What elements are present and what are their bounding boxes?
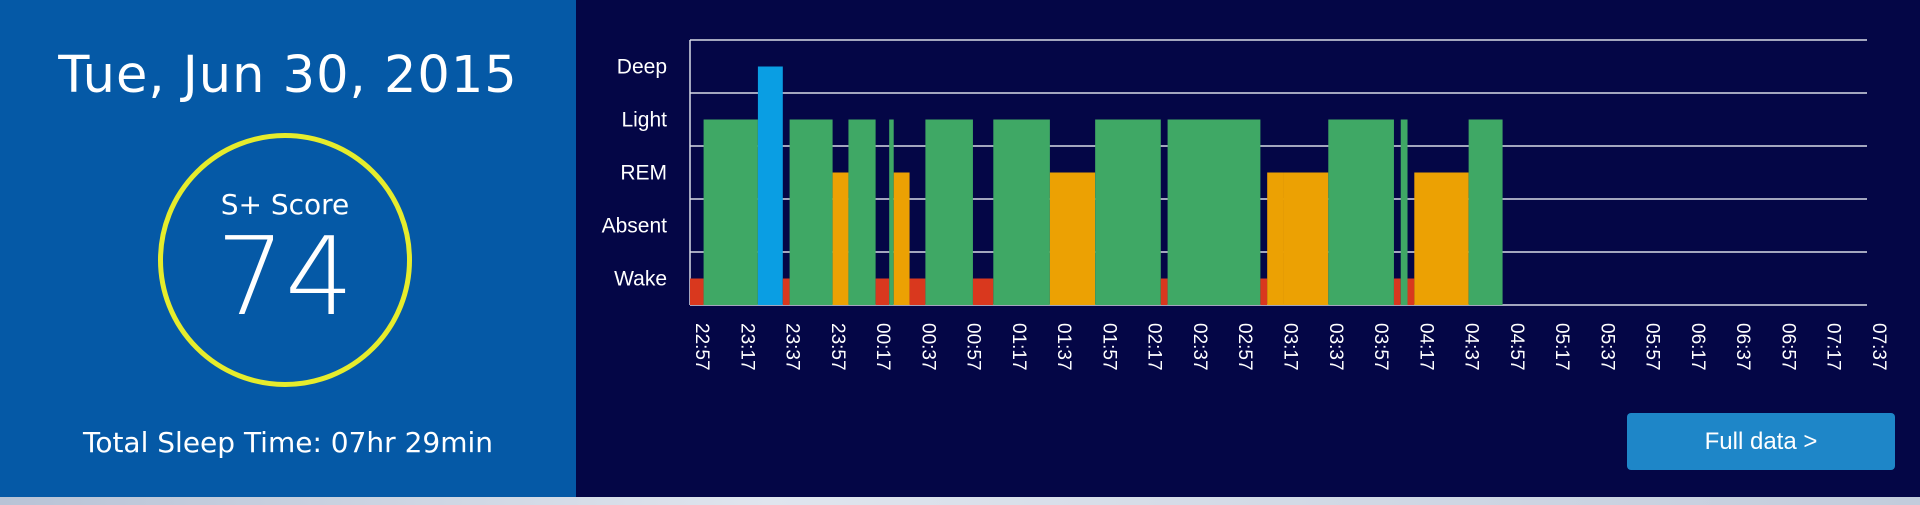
bar-rem [1414, 172, 1469, 305]
x-tick-label: 00:57 [963, 323, 984, 371]
bar-light [1095, 119, 1161, 305]
bar-rem [1267, 172, 1284, 305]
bar-rem [893, 172, 910, 305]
x-tick-label: 04:17 [1415, 323, 1436, 371]
bar-rem [1049, 172, 1096, 305]
bar-wake [1260, 278, 1268, 305]
x-tick-label: 23:17 [736, 323, 757, 371]
x-tick-label: 06:37 [1732, 323, 1753, 371]
bar-light [1167, 119, 1261, 305]
y-label-rem: REM [620, 162, 667, 185]
sleep-hypnogram-chart: Deep Light REM Absent Wake 22:57 23:17 23:37 23:… [602, 39, 1889, 371]
y-label-wake: Wake [614, 268, 667, 291]
x-tick-label: 05:57 [1642, 323, 1663, 371]
x-tick-label: 01:57 [1098, 323, 1119, 371]
bar-wake [909, 278, 926, 305]
full-data-button[interactable]: Full data > [1627, 413, 1895, 470]
bar-deep [757, 66, 783, 305]
x-tick-label: 00:37 [917, 323, 938, 371]
x-tick-label: 03:17 [1280, 323, 1301, 371]
bar-light [993, 119, 1050, 305]
score-value: 74 [216, 215, 354, 340]
bar-wake [875, 278, 890, 305]
x-tick-label: 07:37 [1868, 323, 1889, 371]
x-tick-label: 01:37 [1053, 323, 1074, 371]
x-tick-label: 02:37 [1189, 323, 1210, 371]
bar-light [925, 119, 973, 305]
sleep-date: Tue, Jun 30, 2015 [58, 46, 518, 105]
x-tick-label: 00:17 [872, 323, 893, 371]
x-tick-label: 05:17 [1551, 323, 1572, 371]
total-sleep-time: Total Sleep Time: 07hr 29min [82, 426, 494, 459]
y-label-absent: Absent [602, 215, 668, 238]
score-label: S+ Score [220, 188, 350, 221]
x-tick-label: 06:57 [1777, 323, 1798, 371]
x-tick-label: 02:57 [1234, 323, 1255, 371]
x-tick-label: 05:37 [1596, 323, 1617, 371]
bar-light [1468, 119, 1503, 305]
x-tick-label: 06:17 [1687, 323, 1708, 371]
x-tick-label: 23:37 [782, 323, 803, 371]
bar-light [1400, 119, 1408, 305]
x-tick-label: 03:57 [1370, 323, 1391, 371]
bar-rem [832, 172, 849, 305]
x-tick-label: 07:17 [1823, 323, 1844, 371]
bar-wake [690, 278, 704, 305]
bar-light [789, 119, 833, 305]
y-label-light: Light [621, 109, 667, 132]
bar-wake [1393, 278, 1401, 305]
x-tick-label: 23:57 [827, 323, 848, 371]
bar-light [1328, 119, 1394, 305]
bar-wake [1160, 278, 1168, 305]
bar-light [889, 119, 894, 305]
x-tick-label: 22:57 [691, 323, 712, 371]
x-tick-label: 04:37 [1461, 323, 1482, 371]
bar-rem [1283, 172, 1329, 305]
x-tick-label: 04:57 [1506, 323, 1527, 371]
y-label-deep: Deep [617, 56, 667, 79]
bar-wake [972, 278, 994, 305]
bar-wake [1407, 278, 1415, 305]
bar-wake [782, 278, 790, 305]
bar-light [848, 119, 876, 305]
x-tick-label: 01:17 [1008, 323, 1029, 371]
x-tick-label: 03:37 [1325, 323, 1346, 371]
x-tick-label: 02:17 [1144, 323, 1165, 371]
bar-light [703, 119, 758, 305]
summary-panel: Tue, Jun 30, 2015 S+ Score 74 Total Slee… [0, 0, 576, 497]
score-ring: S+ Score 74 [158, 133, 412, 387]
